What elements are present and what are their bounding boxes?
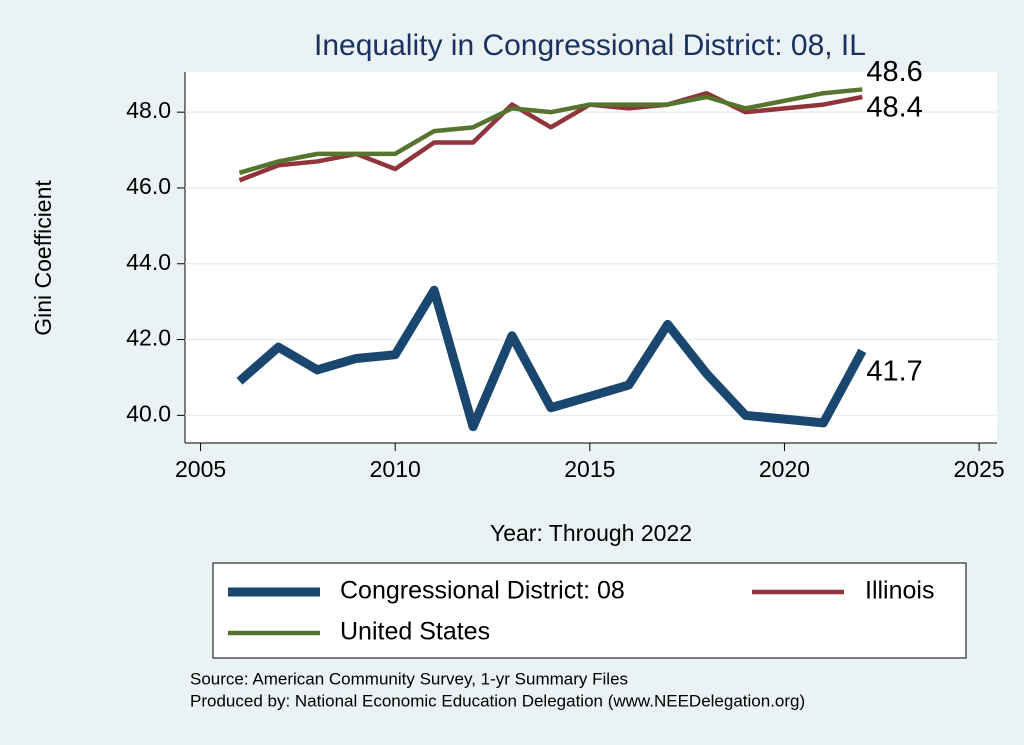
legend-label: Illinois	[865, 577, 934, 605]
y-tick-label: 40.0	[126, 400, 171, 426]
y-tick-label: 44.0	[126, 249, 171, 275]
x-tick-label: 2005	[175, 456, 226, 482]
x-tick-label: 2025	[954, 456, 1005, 482]
x-tick-label: 2015	[564, 456, 615, 482]
end-label: 48.4	[866, 92, 922, 124]
y-tick-label: 48.0	[126, 97, 171, 123]
x-tick-label: 2020	[759, 456, 810, 482]
x-tick-label: 2010	[370, 456, 421, 482]
end-label: 41.7	[866, 356, 922, 388]
plot-area	[185, 72, 997, 443]
end-label: 48.6	[866, 56, 922, 88]
chart-title: Inequality in Congressional District: 08…	[314, 29, 866, 62]
x-axis-label: Year: Through 2022	[490, 520, 692, 546]
y-tick-label: 42.0	[126, 325, 171, 351]
legend	[212, 562, 967, 659]
y-axis-label: Gini Coefficient	[30, 180, 56, 336]
y-tick-label: 46.0	[126, 173, 171, 199]
series-line	[236, 285, 867, 432]
source-note: Source: American Community Survey, 1-yr …	[190, 669, 628, 688]
legend-label: United States	[340, 618, 490, 646]
legend-label: Congressional District: 08	[340, 577, 625, 605]
source-note: Produced by: National Economic Education…	[190, 691, 805, 710]
series-line	[238, 87, 863, 175]
